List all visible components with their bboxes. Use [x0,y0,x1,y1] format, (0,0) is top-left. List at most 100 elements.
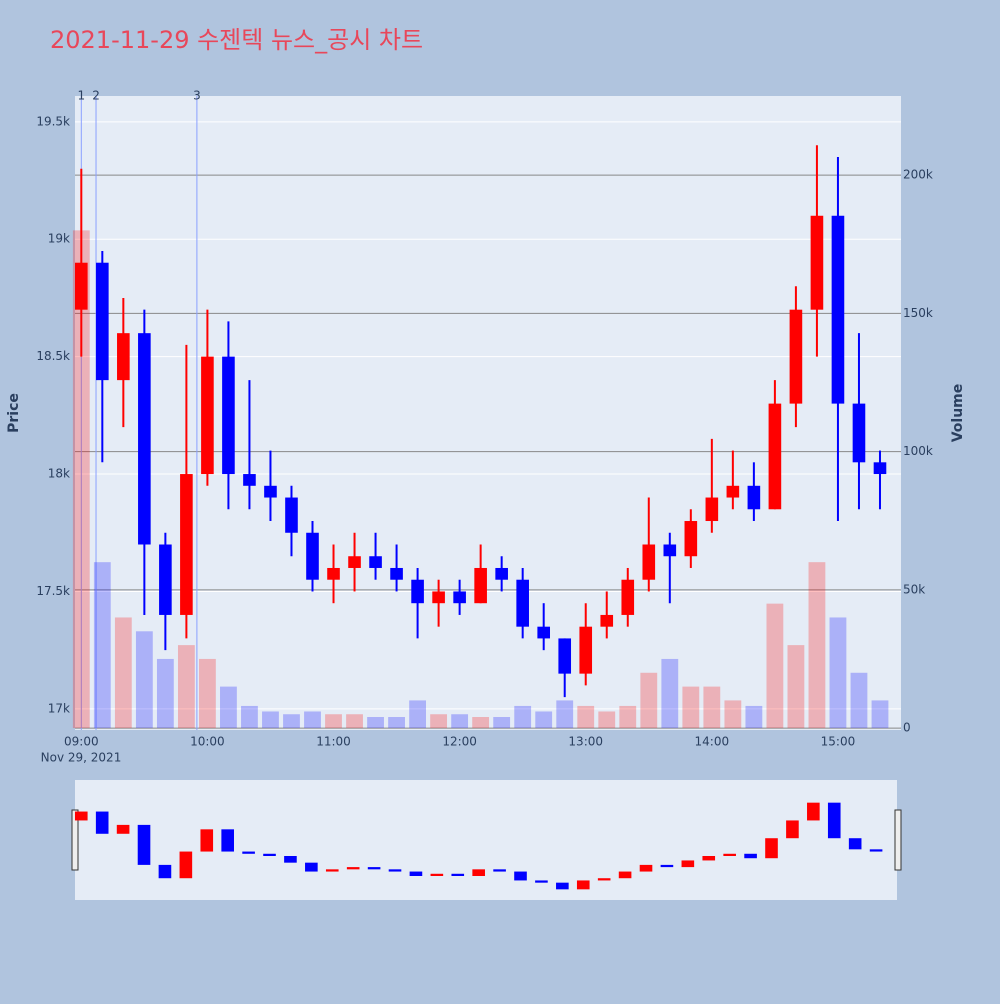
range-handle[interactable] [894,809,902,871]
volume-bar [493,717,511,729]
mini-candle [723,853,736,856]
volume-bar [325,714,342,729]
candle-body [243,474,256,486]
volume-bar [514,705,532,729]
mini-candle [514,871,527,881]
mini-candle [284,856,297,863]
x-tick-label: 12:00 [442,735,477,749]
x-tick-label: 14:00 [695,735,730,749]
mini-candle [618,871,632,879]
x-tick-label: 10:00 [190,735,225,749]
candle-body [138,333,151,545]
mini-candle [305,862,318,872]
mini-candle [263,853,276,856]
candle-body [264,485,277,498]
mini-candle [430,873,444,876]
y-tick-label: 19.5k [36,114,70,128]
volume-bar [262,711,279,729]
y2-tick-label: 200k [903,168,933,182]
candle-body [684,521,698,557]
range-handle[interactable] [71,809,79,871]
y-tick-label: 18.5k [36,349,70,363]
candle-body [621,579,635,615]
mini-candle [472,869,485,876]
chart-title: 2021-11-29 수젠텍 뉴스_공시 차트 [50,26,423,54]
mini-candle [367,867,381,870]
volume-bar [346,714,363,729]
mini-candle [137,824,151,865]
candle-body [747,485,761,510]
mini-candle [409,871,423,876]
volume-bar [619,705,637,729]
x-tick-label: 11:00 [316,735,351,749]
volume-bar [871,700,889,729]
mini-candle [869,849,883,852]
candle-body [117,333,130,381]
volume-bar [787,645,805,729]
volume-bar [199,658,216,729]
x-date-label: Nov 29, 2021 [41,751,122,765]
volume-bar [472,717,490,729]
x-tick-label: 13:00 [568,735,603,749]
y2-tick-label: 150k [903,306,933,320]
candle-body [726,485,740,498]
y-tick-label: 17k [48,701,70,715]
y-tick-label: 18k [48,467,70,481]
candle-body [348,556,361,568]
candle-body [474,567,487,604]
mini-candle [346,867,360,870]
volume-bar [598,711,616,729]
volume-bar [766,603,784,729]
volume-bar [409,700,426,729]
mini-candle [116,824,130,834]
mini-candle [576,880,590,890]
volume-bar [72,230,90,729]
volume-bar [577,705,595,729]
news-marker-label: 3 [193,89,201,103]
y2-axis-title: Volume [950,384,966,443]
y2-tick-label: 0 [903,721,911,735]
mini-candle [200,829,214,852]
volume-bar [283,714,300,729]
candle-body [642,544,656,580]
mini-candle [95,811,109,834]
mini-candle [242,851,255,854]
mini-candle [179,851,193,879]
mini-candle [827,802,841,839]
volume-bar [661,658,679,729]
candle-body [873,462,887,475]
y2-tick-label: 50k [903,582,925,596]
candle-body [663,544,677,557]
x-tick-label: 15:00 [821,735,856,749]
candle-body [495,567,508,580]
volume-bar [430,714,448,729]
candle-body [852,403,866,463]
y-tick-label: 19k [48,232,70,246]
mini-candle [556,882,569,890]
mini-candle [493,869,506,872]
candle-body [285,497,298,533]
news-marker-label: 2 [92,89,100,103]
volume-bar [808,562,826,729]
y-axis-title: Price [6,393,22,433]
candle-body [810,215,824,310]
y2-tick-label: 100k [903,444,933,458]
candle-body [201,356,214,475]
candle-body [453,591,466,604]
mini-candle [702,856,716,861]
candle-body [432,591,445,604]
mini-candle [807,802,820,821]
volume-bar [156,658,174,729]
volume-bar [724,700,742,729]
candle-body [222,356,235,475]
volume-bar [745,705,763,729]
volume-bar [556,700,574,729]
mini-candle [158,864,172,879]
volume-bar [114,617,132,729]
mini-candle [786,820,799,839]
volume-bar [93,562,111,729]
mini-candle [221,829,234,852]
candle-body [705,497,719,522]
volume-bar [220,686,237,729]
candle-body [369,556,382,568]
